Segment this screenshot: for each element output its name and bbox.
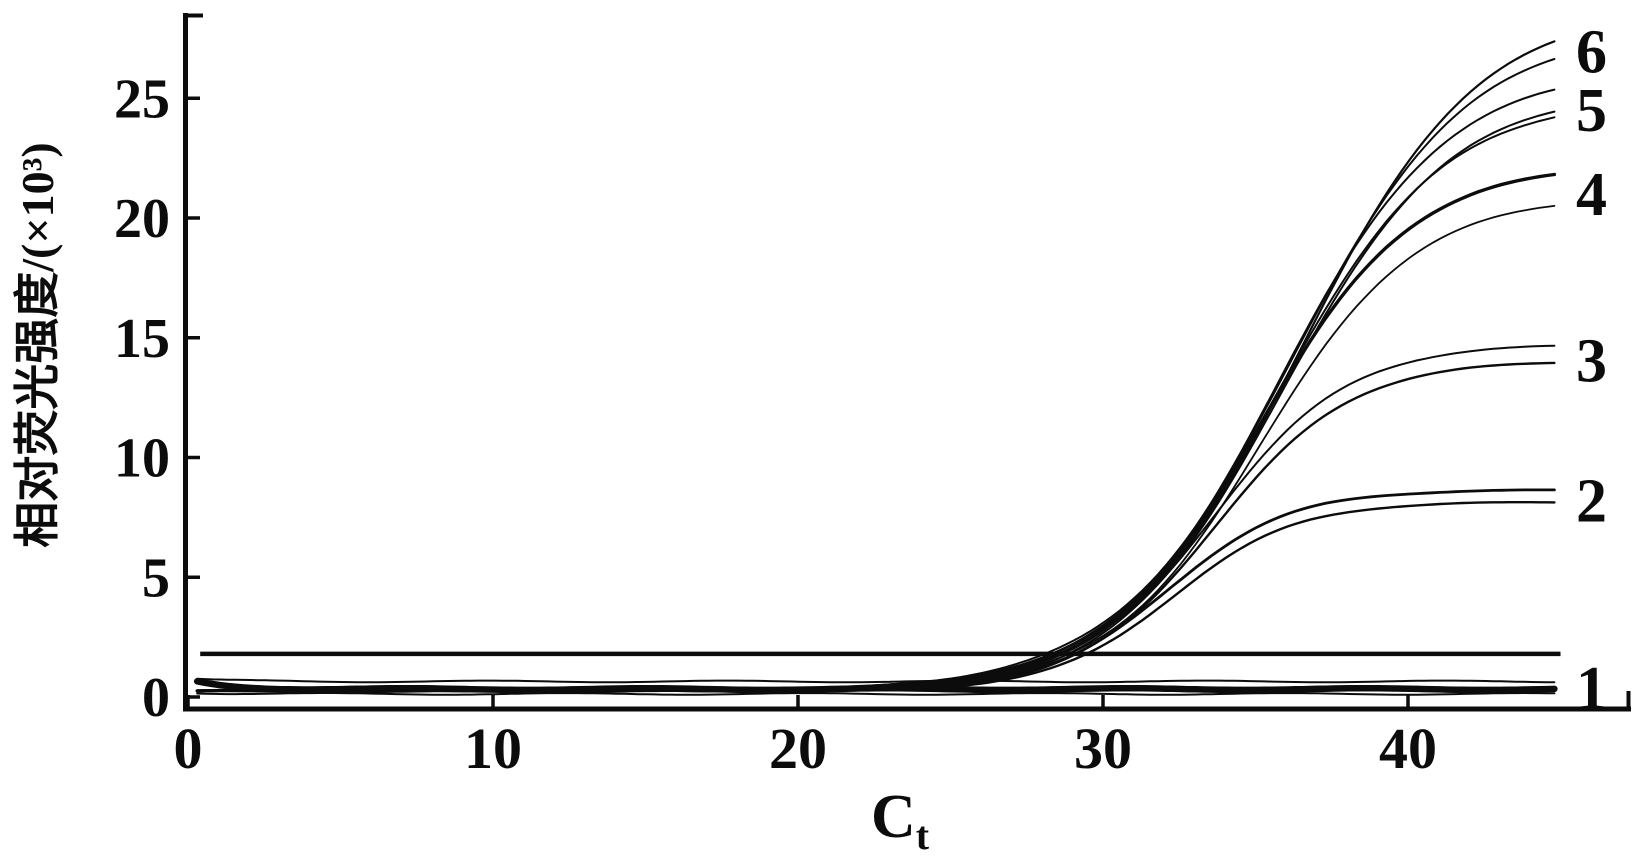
y-axis-title: 相对荧光强度/(×10³) bbox=[12, 142, 63, 548]
amplification-curve-3-2 bbox=[196, 361, 1556, 693]
y-tick-label: 15 bbox=[114, 308, 170, 370]
x-tick-label: 20 bbox=[769, 716, 827, 781]
y-tick-label: 10 bbox=[114, 428, 170, 490]
amplification-curve-6-1 bbox=[196, 40, 1556, 693]
x-tick-label: 10 bbox=[464, 716, 522, 781]
y-tick-label: 20 bbox=[114, 188, 170, 250]
amplification-curve-2-2 bbox=[196, 501, 1556, 693]
y-tick-label: 25 bbox=[114, 68, 170, 130]
y-tick-label: 5 bbox=[142, 547, 170, 609]
x-axis-title-base: C bbox=[870, 783, 916, 851]
curve-label-3: 3 bbox=[1576, 328, 1607, 396]
amplification-curve-5-3 bbox=[196, 116, 1556, 693]
amplification-curve-5-1 bbox=[196, 88, 1556, 693]
curve-label-5: 5 bbox=[1576, 77, 1607, 145]
curve-label-6: 6 bbox=[1576, 19, 1607, 87]
amplification-curve-6-2 bbox=[196, 58, 1556, 693]
x-tick-label: 30 bbox=[1074, 716, 1132, 781]
x-tick-label: 0 bbox=[174, 716, 203, 781]
amplification-curve-1-2 bbox=[193, 678, 1558, 694]
amplification-curve-1-3 bbox=[196, 691, 1556, 696]
amplification-curve-2-1 bbox=[195, 488, 1556, 693]
y-tick-label: 0 bbox=[142, 667, 170, 729]
amplification-curve-4-2 bbox=[196, 205, 1556, 693]
x-axis-title: Ct bbox=[820, 782, 980, 858]
curve-label-1: 1 bbox=[1576, 655, 1607, 723]
curve-label-4: 4 bbox=[1576, 161, 1607, 229]
amplification-curve-3-1 bbox=[196, 344, 1556, 693]
x-axis-title-subscript: t bbox=[915, 813, 930, 858]
x-tick-label: 40 bbox=[1379, 716, 1437, 781]
curve-label-2: 2 bbox=[1576, 468, 1607, 536]
amplification-curve-1-1 bbox=[196, 677, 1556, 684]
